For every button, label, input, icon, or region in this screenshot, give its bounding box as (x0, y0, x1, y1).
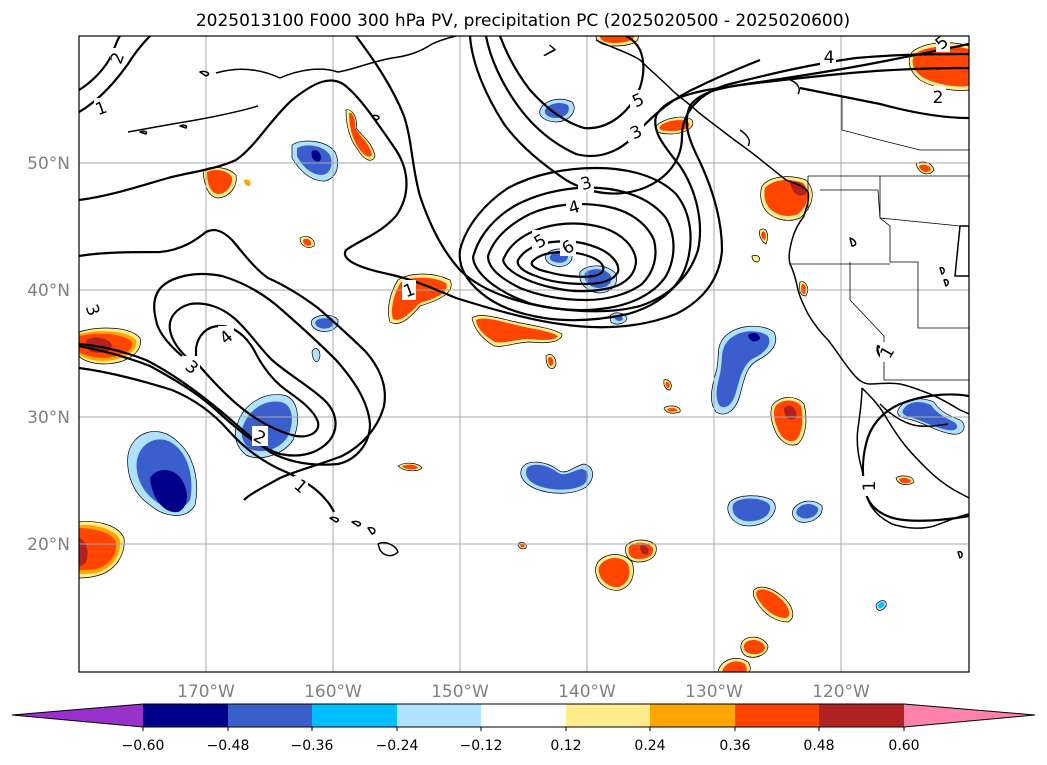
precip-blob-positive (299, 236, 315, 248)
precip-blob-negative (875, 600, 887, 611)
pv-contour-3 (79, 302, 337, 457)
colorbar-segment (566, 704, 650, 727)
precip-blob-positive (79, 521, 125, 579)
lat-label-40n: 40°N (27, 281, 70, 301)
colorbar-tick-label: 0.60 (888, 738, 919, 754)
lat-label-50n: 50°N (27, 154, 70, 174)
colorbar-tick-label: −0.60 (122, 738, 165, 754)
precip-blob-positive (915, 161, 935, 175)
colorbar-tick-label: 0.36 (719, 738, 750, 754)
lon-label-160w: 160°W (304, 682, 362, 702)
colorbar-segment (481, 704, 566, 727)
pv-contour-1 (799, 86, 969, 120)
lon-label-130w: 130°W (685, 682, 743, 702)
lat-label-30n: 30°N (27, 408, 70, 428)
pv-contour-6 (502, 222, 638, 293)
precip-blob-negative (711, 325, 777, 415)
precip-blob-positive (397, 462, 423, 472)
colorbar-segment (143, 704, 228, 727)
pv-contour-7 (498, 36, 645, 130)
precip-blob-positive (770, 397, 807, 446)
colorbar-tick-label: 0.48 (803, 738, 834, 754)
precip-blob-positive (895, 475, 915, 485)
precip-blob-positive (760, 176, 813, 221)
precip-blob-positive (798, 281, 808, 297)
positive-precip-areas (79, 36, 969, 672)
map-area: 2 1 7 4 2 5 3 3 4 5 6 1 3 4 (79, 36, 969, 672)
precip-blob-positive (79, 327, 141, 365)
precip-blob-positive (471, 315, 563, 347)
pv-contour-2 (79, 272, 372, 466)
colorbar-segment (735, 704, 819, 727)
precip-blob-positive (625, 539, 657, 563)
colorbar: −0.60 −0.48 −0.36 −0.24 −0.12 0.12 0.24 … (11, 703, 1036, 754)
precip-blob-positive (751, 255, 760, 263)
precip-blob-negative (127, 431, 198, 516)
pv-contour-4 (468, 36, 969, 195)
longitude-labels: 170°W 160°W 150°W 140°W 130°W 120°W (177, 682, 870, 702)
contour-label-4: 4 (566, 197, 582, 219)
contour-labels: 2 1 7 4 2 5 3 3 4 5 6 1 3 4 (81, 36, 953, 498)
colorbar-segment (312, 704, 397, 727)
precip-blob-negative (539, 98, 575, 123)
precip-blob-positive (752, 586, 794, 623)
precip-blob-positive (545, 354, 557, 370)
colorbar-tick-label: −0.24 (376, 738, 419, 754)
pv-contour-6 (516, 240, 620, 286)
lon-label-120w: 120°W (812, 682, 870, 702)
lon-label-170w: 170°W (177, 682, 235, 702)
political-borders (790, 96, 969, 381)
figure-title: 2025013100 F000 300 hPa PV, precipitatio… (196, 11, 850, 31)
precip-blob-negative (897, 398, 965, 435)
lon-label-150w: 150°W (431, 682, 489, 702)
precip-blob-negative (291, 140, 339, 182)
colorbar-tick-label: 0.24 (634, 738, 665, 754)
precip-blob-positive (595, 36, 639, 47)
pv-contour-5 (486, 202, 657, 302)
precip-blob-negative (520, 461, 593, 494)
contour-label-2: 2 (933, 88, 944, 108)
pv-contour-5 (484, 36, 761, 158)
precip-blob-positive (740, 636, 769, 658)
precip-blob-negative (792, 500, 823, 523)
lat-label-20n: 20°N (27, 535, 70, 555)
pv-contour-3 (458, 166, 692, 322)
precip-blob-positive (663, 379, 672, 391)
latitude-labels: 20°N 30°N 40°N 50°N (27, 154, 70, 555)
colorbar-tick-label: −0.36 (291, 738, 334, 754)
precip-blob-positive (345, 109, 376, 161)
colorbar-segment-extend-min (12, 704, 143, 727)
precip-blob-positive (517, 542, 527, 550)
lon-label-140w: 140°W (558, 682, 616, 702)
precip-blob-positive (663, 405, 681, 414)
colorbar-tick-label: −0.48 (207, 738, 250, 754)
precip-blob-negative (311, 348, 321, 362)
precip-blob-positive (595, 554, 634, 591)
pv-contour-1 (79, 229, 386, 501)
colorbar-segment (819, 704, 904, 727)
precip-blob-negative (727, 495, 776, 527)
map-frame (78, 35, 970, 673)
colorbar-ticks (142, 727, 905, 731)
precip-blob-positive (717, 658, 751, 672)
colorbar-segment-extend-max (904, 704, 1035, 727)
negative-precip-areas (127, 98, 965, 611)
colorbar-segment (397, 704, 481, 727)
colorbar-tick-label: −0.12 (460, 738, 503, 754)
pv-contour-1 (861, 393, 969, 522)
contour-label-4: 4 (824, 48, 835, 68)
contour-label-3: 3 (578, 173, 594, 195)
contour-label-1: 1 (860, 481, 880, 492)
precip-blob-positive (244, 179, 251, 186)
precip-blob-positive (759, 228, 768, 245)
precip-blob-positive (202, 166, 237, 199)
colorbar-segment (228, 704, 312, 727)
pv-contour-4 (472, 186, 675, 312)
pv-contour-1 (79, 366, 335, 513)
colorbar-tick-label: 0.12 (550, 738, 581, 754)
pv-contours (79, 36, 969, 522)
colorbar-segment (650, 704, 735, 727)
